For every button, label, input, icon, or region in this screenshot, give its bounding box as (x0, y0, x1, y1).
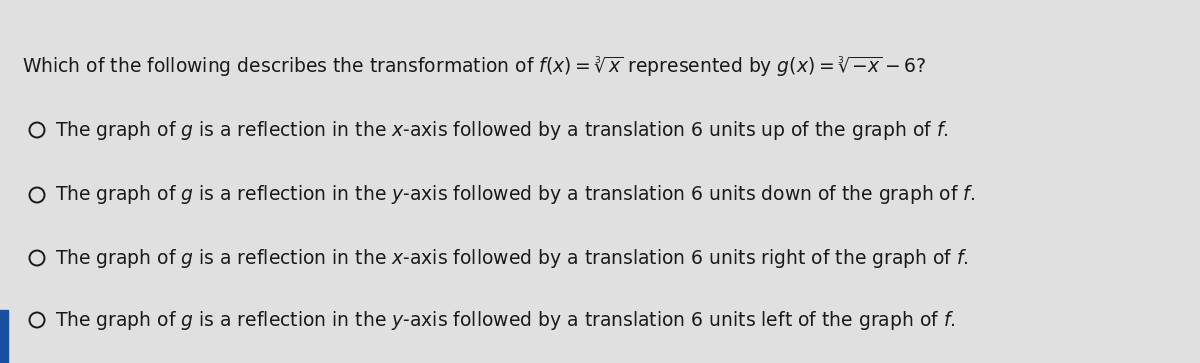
Text: The graph of $g$ is a reflection in the $y$-axis followed by a translation $6$ u: The graph of $g$ is a reflection in the … (55, 184, 976, 207)
Text: The graph of $g$ is a reflection in the $x$-axis followed by a translation $6$ u: The graph of $g$ is a reflection in the … (55, 246, 968, 269)
Text: Which of the following describes the transformation of $f(x) = \sqrt[3]{x}$ repr: Which of the following describes the tra… (22, 55, 926, 79)
Text: The graph of $g$ is a reflection in the $y$-axis followed by a translation $6$ u: The graph of $g$ is a reflection in the … (55, 309, 955, 331)
Bar (0, 310, 8, 363)
Text: The graph of $g$ is a reflection in the $x$-axis followed by a translation $6$ u: The graph of $g$ is a reflection in the … (55, 118, 948, 142)
